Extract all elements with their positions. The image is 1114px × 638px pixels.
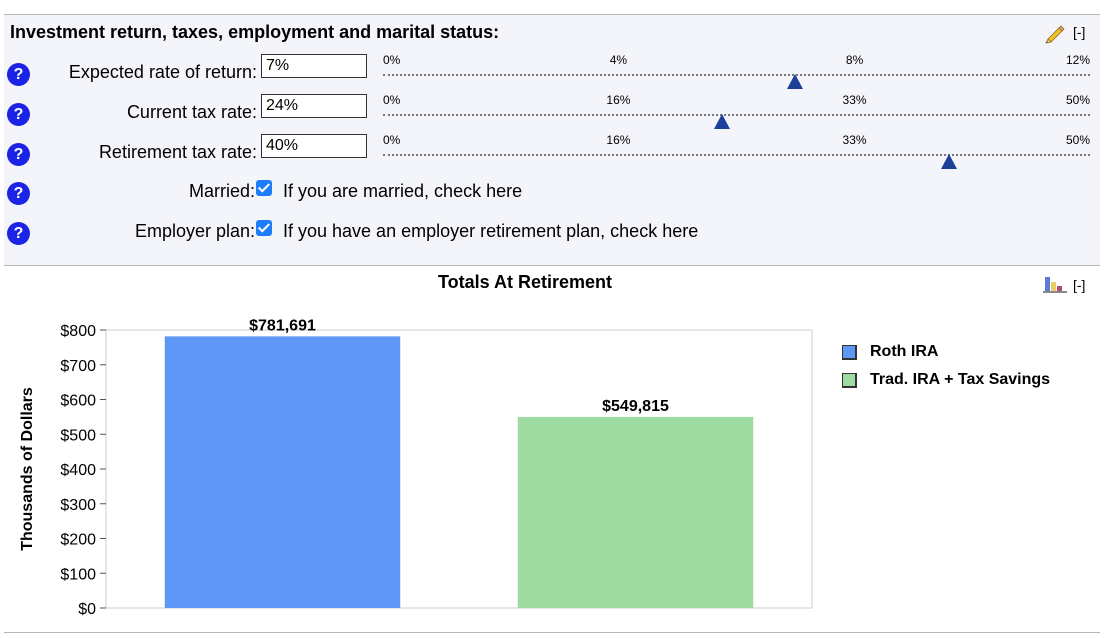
inputs-panel bbox=[4, 15, 1100, 266]
employer-plan-label: Employer plan: bbox=[134, 221, 255, 241]
legend-item-roth: Roth IRA bbox=[842, 343, 1050, 361]
return-rate-input[interactable] bbox=[261, 54, 367, 78]
bar bbox=[164, 336, 401, 608]
slider-tick: 12% bbox=[1065, 53, 1090, 67]
legend-label: Roth IRA bbox=[870, 343, 939, 360]
y-tick-label: $800 bbox=[60, 323, 96, 340]
return-rate-slider[interactable]: 0% 4% 8% 12% bbox=[383, 53, 1090, 89]
y-tick-label: $300 bbox=[60, 497, 96, 514]
return-rate-label: Expected rate of return: bbox=[68, 62, 257, 82]
legend-swatch bbox=[842, 372, 857, 388]
help-icon[interactable]: ? bbox=[7, 103, 30, 126]
slider-track bbox=[383, 114, 1090, 116]
y-axis-label: Thousands of Dollars bbox=[19, 387, 36, 551]
bar-chart: $0 $100 $200 $300 $400 $500 $600 $700 $800 Thousa… bbox=[19, 317, 813, 618]
slider-tick: 0% bbox=[383, 53, 401, 67]
bar-value-label: $781,691 bbox=[249, 317, 316, 334]
slider-tick: 4% bbox=[609, 53, 628, 67]
y-tick-label: $700 bbox=[60, 358, 96, 375]
retirement-tax-input[interactable] bbox=[261, 134, 367, 158]
y-tick-label: $500 bbox=[60, 427, 96, 444]
married-checkbox[interactable] bbox=[256, 180, 272, 196]
collapse-inputs-button[interactable]: [-] bbox=[1073, 24, 1086, 40]
slider-thumb[interactable] bbox=[714, 114, 731, 129]
slider-track bbox=[383, 154, 1090, 156]
current-tax-label: Current tax rate: bbox=[126, 102, 257, 122]
slider-tick: 50% bbox=[1065, 93, 1090, 107]
bar-chart-icon[interactable] bbox=[1043, 275, 1067, 293]
chart-title: Totals At Retirement bbox=[437, 272, 613, 292]
retirement-tax-label: Retirement tax rate: bbox=[98, 142, 257, 162]
slider-tick: 0% bbox=[383, 93, 401, 107]
retirement-tax-slider[interactable]: 0% 16% 33% 50% bbox=[383, 133, 1090, 169]
slider-tick: 50% bbox=[1065, 133, 1090, 147]
employer-plan-checkbox[interactable] bbox=[256, 220, 272, 236]
married-label: Married: bbox=[188, 181, 255, 201]
slider-thumb[interactable] bbox=[787, 74, 804, 89]
chart-legend: Roth IRA Trad. IRA + Tax Savings bbox=[842, 343, 1050, 399]
legend-item-trad: Trad. IRA + Tax Savings bbox=[842, 371, 1050, 389]
top-divider bbox=[4, 14, 1100, 15]
slider-tick: 16% bbox=[606, 93, 631, 107]
y-tick-label: $600 bbox=[60, 393, 96, 410]
slider-thumb[interactable] bbox=[940, 154, 957, 169]
bar bbox=[517, 416, 754, 608]
y-tick-label: $200 bbox=[60, 532, 96, 549]
current-tax-slider[interactable]: 0% 16% 33% 50% bbox=[383, 93, 1090, 129]
bottom-divider bbox=[4, 632, 1100, 633]
slider-track bbox=[383, 74, 1090, 76]
married-hint: If you are married, check here bbox=[283, 181, 523, 201]
legend-swatch bbox=[842, 344, 857, 360]
section-title: Investment return, taxes, employment and… bbox=[10, 22, 500, 42]
help-icon[interactable]: ? bbox=[7, 63, 30, 86]
bar-value-label: $549,815 bbox=[602, 398, 669, 415]
help-icon[interactable]: ? bbox=[7, 143, 30, 166]
employer-plan-hint: If you have an employer retirement plan,… bbox=[283, 221, 699, 241]
current-tax-input[interactable] bbox=[261, 94, 367, 118]
slider-tick: 0% bbox=[383, 133, 401, 147]
slider-tick: 33% bbox=[842, 93, 867, 107]
help-icon[interactable]: ? bbox=[7, 222, 30, 245]
slider-tick: 33% bbox=[842, 133, 867, 147]
y-tick-label: $400 bbox=[60, 462, 96, 479]
slider-tick: 8% bbox=[845, 53, 864, 67]
pencil-icon[interactable] bbox=[1043, 22, 1065, 44]
y-tick-label: $100 bbox=[60, 566, 96, 583]
legend-label: Trad. IRA + Tax Savings bbox=[870, 371, 1051, 388]
y-tick-label: $0 bbox=[78, 601, 96, 618]
help-icon[interactable]: ? bbox=[7, 182, 30, 205]
collapse-chart-button[interactable]: [-] bbox=[1073, 277, 1086, 293]
slider-tick: 16% bbox=[606, 133, 631, 147]
